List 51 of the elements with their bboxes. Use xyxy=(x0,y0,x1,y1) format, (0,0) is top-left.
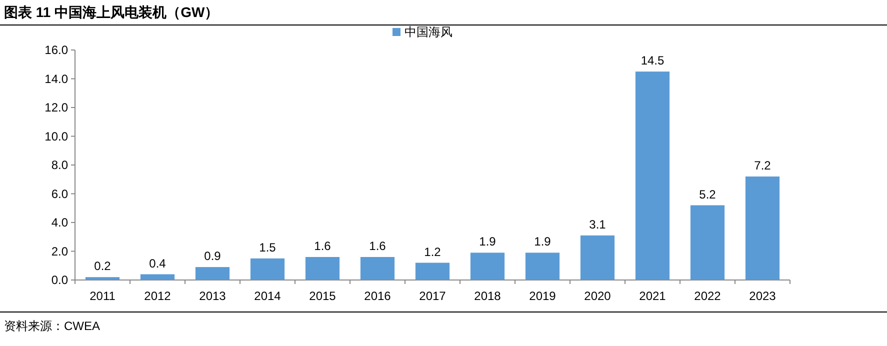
y-tick-label: 8.0 xyxy=(51,158,68,172)
y-tick-label: 6.0 xyxy=(51,186,68,201)
bar xyxy=(140,274,175,280)
text: 资料来源：CWEA xyxy=(4,319,100,333)
y-tick-label: 16.0 xyxy=(44,43,68,57)
x-tick-label: 2015 xyxy=(309,289,336,303)
data-label: 5.2 xyxy=(699,187,716,202)
data-label: 1.6 xyxy=(369,239,386,253)
data-label: 1.5 xyxy=(259,240,276,254)
data-label: 3.1 xyxy=(589,217,606,232)
data-label: 1.9 xyxy=(479,234,496,249)
x-tick-label: 2016 xyxy=(364,289,392,303)
y-tick-label: 0.0 xyxy=(51,273,68,287)
data-label: 1.9 xyxy=(534,234,552,249)
legend-label: 中国海风 xyxy=(404,25,452,39)
y-tick-label: 10.0 xyxy=(44,129,68,144)
bar xyxy=(250,258,285,280)
x-tick-label: 2017 xyxy=(419,289,446,303)
data-label: 7.2 xyxy=(754,158,772,172)
bar xyxy=(415,262,450,280)
x-tick-label: 2012 xyxy=(144,289,172,303)
bar xyxy=(580,235,615,280)
x-tick-label: 2021 xyxy=(639,289,666,303)
y-tick-label: 2.0 xyxy=(51,244,68,258)
y-tick-label: 12.0 xyxy=(44,100,68,114)
x-tick-label: 2019 xyxy=(529,289,556,303)
bar xyxy=(85,277,120,280)
x-tick-label: 2011 xyxy=(90,289,116,303)
data-label: 14.5 xyxy=(640,54,664,68)
y-tick-label: 4.0 xyxy=(51,216,68,230)
bar xyxy=(360,257,395,280)
bar xyxy=(305,257,340,280)
bar xyxy=(690,205,725,280)
data-label: 0.4 xyxy=(149,256,166,270)
bar xyxy=(745,176,780,280)
x-tick-label: 2014 xyxy=(254,289,282,303)
chart-title: 图表 11 中国海上风电装机（GW） xyxy=(4,4,219,20)
data-label: 0.2 xyxy=(94,259,112,274)
y-tick-label: 14.0 xyxy=(44,72,68,86)
x-tick-label: 2018 xyxy=(474,289,502,303)
bar xyxy=(195,267,230,280)
x-tick-label: 2013 xyxy=(199,289,226,303)
bar xyxy=(635,72,670,280)
bar xyxy=(525,252,560,280)
x-tick-label: 2023 xyxy=(749,289,776,303)
data-label: 1.2 xyxy=(424,244,442,259)
bar xyxy=(470,252,505,280)
data-label: 1.6 xyxy=(314,239,332,253)
x-tick-label: 2022 xyxy=(694,289,722,303)
data-label: 0.9 xyxy=(204,249,222,264)
x-tick-label: 2020 xyxy=(584,289,612,303)
